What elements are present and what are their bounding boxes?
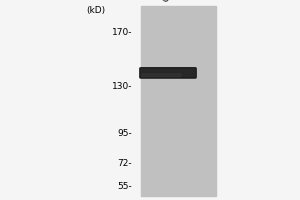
Text: 95-: 95- [117,129,132,138]
Text: 55-: 55- [117,182,132,191]
Bar [141,6,216,196]
FancyBboxPatch shape [142,74,181,77]
Text: COS7: COS7 [161,0,185,4]
FancyBboxPatch shape [140,68,196,78]
Text: 170-: 170- [112,28,132,37]
Text: 130-: 130- [112,82,132,91]
Text: (kD): (kD) [86,6,106,15]
Text: 72-: 72- [117,159,132,168]
